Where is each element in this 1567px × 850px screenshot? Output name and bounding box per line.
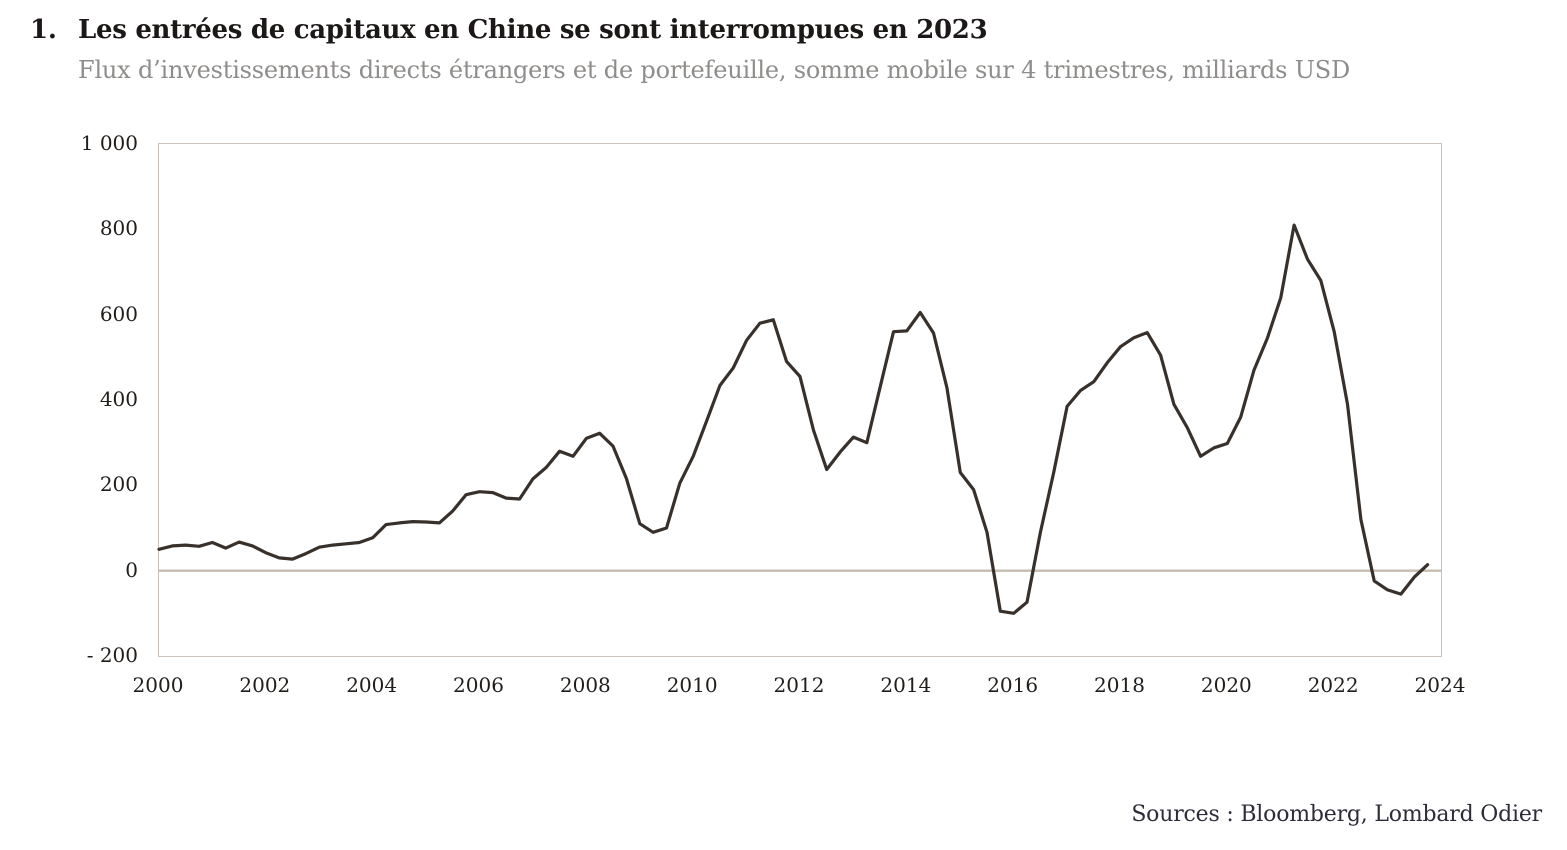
plot-area [157, 143, 1442, 657]
data-line [157, 223, 1430, 615]
x-tick-label: 2022 [1307, 673, 1359, 697]
x-tick-label: 2004 [346, 673, 398, 697]
y-tick-label: 200 [99, 472, 138, 497]
y-tick-label: 600 [99, 301, 138, 326]
x-tick-label: 2000 [132, 673, 184, 697]
y-tick-label: 1 000 [80, 131, 138, 155]
y-tick-label: - 200 [86, 643, 138, 667]
y-tick-label: 0 [125, 557, 138, 582]
x-tick-label: 2008 [559, 673, 611, 697]
source-note: Sources : Bloomberg, Lombard Odier [1131, 802, 1542, 827]
x-tick-label: 2012 [773, 673, 825, 697]
x-tick-label: 2010 [666, 673, 718, 697]
x-tick-label: 2020 [1200, 673, 1252, 697]
x-tick-label: 2002 [239, 673, 291, 697]
y-tick-label: 400 [99, 387, 138, 411]
y-axis-tick-labels: 1 000 800 600 400 200 0 - 200 [0, 0, 138, 850]
line-series-svg [157, 223, 1441, 615]
x-tick-label: 2018 [1094, 673, 1145, 697]
figure-subtitle: Flux d’investissements directs étrangers… [78, 56, 1351, 84]
figure-number: 1. [30, 15, 57, 45]
x-tick-label: 2024 [1414, 673, 1466, 697]
x-tick-label: 2016 [987, 673, 1039, 697]
figure-title: Les entrées de capitaux en Chine se sont… [78, 15, 988, 45]
x-tick-label: 2014 [880, 673, 932, 697]
x-tick-label: 2006 [453, 673, 504, 697]
y-tick-label: 800 [99, 216, 138, 241]
